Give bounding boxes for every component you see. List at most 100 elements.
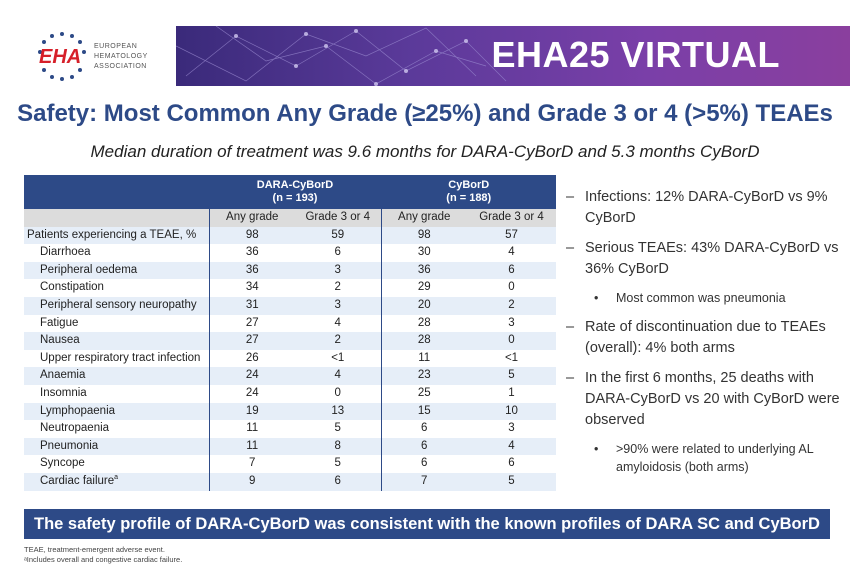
cell-value: 4 [295, 314, 381, 333]
row-label: Peripheral sensory neuropathy [24, 296, 209, 315]
cell-value: 5 [295, 420, 381, 438]
cell-value: 8 [295, 437, 381, 456]
cell-value: 57 [467, 226, 556, 245]
cell-value: 11 [208, 420, 295, 438]
cell-value: 5 [467, 472, 556, 491]
cell-value: 6 [467, 261, 556, 280]
cell-value: 3 [295, 296, 381, 315]
cell-value: 28 [380, 332, 467, 350]
bullet-deaths: – In the first 6 months, 25 deaths with … [566, 370, 840, 428]
cell-value: 24 [208, 384, 295, 403]
row-label: Insomnia [24, 384, 209, 403]
row-label: Neutropaenia [24, 420, 209, 438]
cell-value: 6 [295, 244, 381, 262]
cell-value: 6 [380, 455, 467, 473]
row-label: Constipation [24, 279, 209, 297]
cell-value: 26 [208, 349, 295, 368]
cell-value: 11 [208, 437, 295, 456]
cell-value: 31 [208, 296, 295, 315]
footnote-abbrev: TEAE, treatment-emergent adverse event. [24, 545, 165, 554]
row-label: Syncope [24, 455, 209, 473]
bullet-serious-teaes: – Serious TEAEs: 43% DARA-CyBorD vs 36% … [566, 240, 839, 277]
group-header-cybord: CyBorD (n = 188) [380, 175, 556, 209]
bullet-discontinuation: – Rate of discontinuation due to TEAEs (… [566, 319, 826, 356]
cell-value: 3 [295, 261, 381, 280]
cell-value: 36 [208, 244, 295, 262]
cell-value: 6 [380, 437, 467, 456]
cell-value: 10 [467, 402, 556, 421]
dash-bullet-icon: – [566, 319, 575, 335]
table-row: Syncope 7 5 6 6 [24, 455, 556, 473]
cell-value: 27 [208, 332, 295, 350]
cell-value: 3 [467, 314, 556, 333]
row-label: Nausea [24, 332, 209, 350]
cell-value: 24 [208, 367, 295, 385]
table-row: Peripheral oedema 36 3 36 6 [24, 261, 556, 280]
table-row: Neutropaenia 11 5 6 3 [24, 420, 556, 438]
dot-bullet-icon: • [594, 442, 599, 456]
cell-value: 13 [295, 402, 381, 421]
eha-star-ring-icon [38, 32, 86, 81]
subheader-cell: Any grade [380, 209, 467, 227]
row-label: Anaemia [24, 367, 209, 385]
row-label: Cardiac failurea [24, 472, 209, 491]
cell-value: 7 [208, 455, 295, 473]
cell-value: 20 [380, 296, 467, 315]
cell-value: 3 [467, 420, 556, 438]
cell-value: 6 [295, 472, 381, 491]
network-pattern-icon [176, 26, 507, 86]
table-row: Cardiac failurea 9 6 7 5 [24, 472, 556, 491]
teae-table: DARA-CyBorD (n = 193) CyBorD (n = 188) A… [24, 175, 556, 491]
subheader-cell: Grade 3 or 4 [467, 209, 556, 227]
group-header-dara: DARA-CyBorD (n = 193) [208, 175, 381, 209]
row-label: Lymphopaenia [24, 402, 209, 421]
cell-value: 7 [380, 472, 467, 491]
cell-value: 36 [380, 261, 467, 280]
cell-value: 0 [467, 332, 556, 350]
table-row: Patients experiencing a TEAE, % 98 59 98… [24, 226, 556, 245]
cell-value: 98 [380, 226, 467, 245]
dot-bullet-icon: • [594, 291, 599, 305]
row-label: Fatigue [24, 314, 209, 333]
cell-value: 30 [380, 244, 467, 262]
footnote-marker: a [114, 474, 119, 482]
table-row: Upper respiratory tract infection 26 <1 … [24, 349, 556, 368]
row-label: Pneumonia [24, 437, 209, 456]
row-label: Peripheral oedema [24, 261, 209, 280]
table-row: Fatigue 27 4 28 3 [24, 314, 556, 333]
cell-value: 0 [467, 279, 556, 297]
cell-value: 5 [467, 367, 556, 385]
cell-value: 4 [295, 367, 381, 385]
cell-value: 98 [208, 226, 295, 245]
table-row: Lymphopaenia 19 13 15 10 [24, 402, 556, 421]
subheader-cell: Grade 3 or 4 [295, 209, 381, 227]
cell-value: 27 [208, 314, 295, 333]
bullet-infections: – Infections: 12% DARA-CyBorD vs 9% CyBo… [566, 189, 828, 226]
footnote-a: ᵃIncludes overall and congestive cardiac… [24, 555, 183, 564]
cell-value: 4 [467, 437, 556, 456]
row-label: Upper respiratory tract infection [24, 349, 209, 368]
subheader-cell: Any grade [208, 209, 295, 227]
slide-title: Safety: Most Common Any Grade (≥25%) and… [17, 100, 833, 127]
eha-logo-text: EHA [39, 46, 82, 68]
cell-value: <1 [295, 349, 381, 368]
org-name: EUROPEAN HEMATOLOGY ASSOCIATION [94, 43, 148, 70]
table-row: Peripheral sensory neuropathy 31 3 20 2 [24, 296, 556, 315]
banner-title: EHA25 VIRTUAL [491, 34, 780, 75]
cell-value: 1 [467, 384, 556, 403]
dash-bullet-icon: – [566, 240, 575, 256]
cell-value: 28 [380, 314, 467, 333]
key-points: – Infections: 12% DARA-CyBorD vs 9% CyBo… [566, 187, 846, 486]
row-label: Diarrhoea [24, 244, 209, 262]
cell-value: 34 [208, 279, 295, 297]
dash-bullet-icon: – [566, 189, 575, 205]
cell-value: 0 [295, 384, 381, 403]
table-row: Pneumonia 11 8 6 4 [24, 437, 556, 456]
header-banner: EHA25 VIRTUAL [176, 26, 850, 86]
cell-value: 59 [295, 226, 381, 245]
cell-value: 2 [295, 279, 381, 297]
cell-value: 36 [208, 261, 295, 280]
table-row: Constipation 34 2 29 0 [24, 279, 556, 297]
cell-value: 11 [380, 349, 467, 368]
table-row: Anaemia 24 4 23 5 [24, 367, 556, 385]
